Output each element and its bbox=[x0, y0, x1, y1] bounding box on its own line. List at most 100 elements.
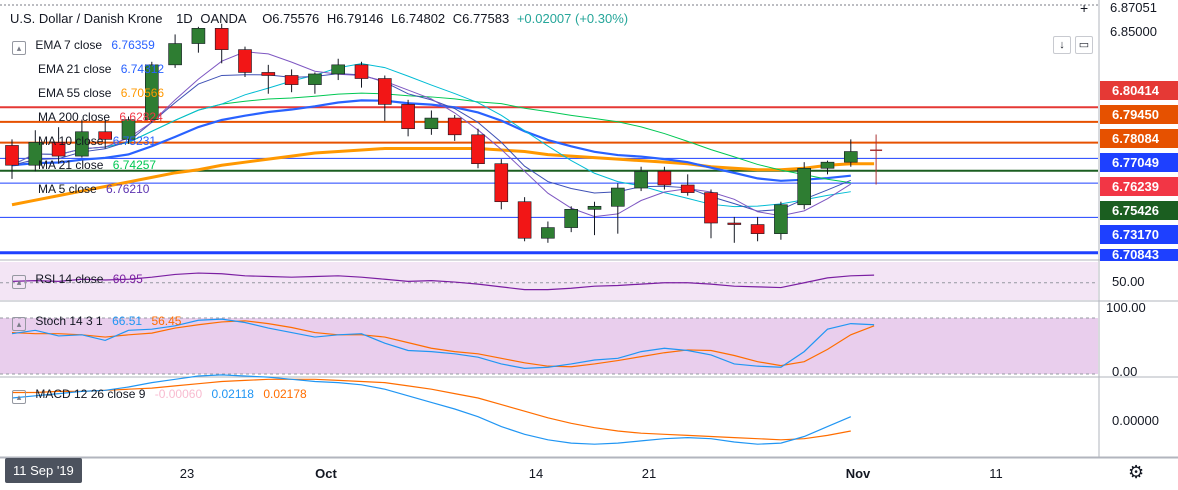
change-value: +0.02007 (+0.30%) bbox=[516, 11, 629, 26]
candle-body bbox=[564, 209, 579, 228]
collapse-pane-icon[interactable]: ▴ bbox=[12, 275, 26, 289]
arrow-down-icon[interactable]: ↓ bbox=[1053, 36, 1071, 54]
candle-body bbox=[168, 43, 182, 66]
ema55-line bbox=[11, 146, 875, 207]
legend-stoch[interactable]: ▴ Stoch 14 3 1 66.51 56.45 bbox=[12, 314, 181, 331]
candle-body bbox=[308, 73, 322, 85]
time-axis-label: 11 bbox=[989, 466, 1003, 481]
candle-body bbox=[680, 184, 695, 193]
legend-label: MACD 12 26 close 9 bbox=[35, 387, 146, 401]
legend-value-k: 66.51 bbox=[112, 314, 143, 328]
open-value: O6.75576 bbox=[262, 11, 320, 26]
rsi-pane-bg bbox=[0, 262, 1098, 300]
legend-value: 6.62824 bbox=[119, 110, 163, 124]
legend-value: 6.74312 bbox=[120, 62, 165, 76]
price-level-box: 6.76239 bbox=[1100, 177, 1178, 196]
legend-value: 6.74257 bbox=[112, 158, 157, 172]
legend-ma5[interactable]: MA 5 close 6.76210 bbox=[38, 182, 149, 196]
candle-body bbox=[191, 28, 206, 44]
legend-ema55[interactable]: EMA 55 close 6.70566 bbox=[38, 86, 164, 100]
legend-label: EMA 7 close bbox=[35, 38, 103, 52]
legend-value: 6.75231 bbox=[112, 134, 157, 148]
candle-body bbox=[331, 64, 346, 75]
candle-body bbox=[75, 131, 89, 157]
rsi-line bbox=[11, 272, 875, 291]
collapse-legend-icon[interactable]: ▴ bbox=[12, 41, 26, 55]
candle-body bbox=[774, 204, 788, 234]
legend-label: MA 200 close bbox=[38, 110, 111, 124]
legend-ma21[interactable]: MA 21 close 6.74257 bbox=[38, 158, 156, 172]
legend-ma200[interactable]: MA 200 close 6.62824 bbox=[38, 110, 163, 124]
candle-body bbox=[587, 205, 602, 210]
legend-label: MA 10 close bbox=[38, 134, 104, 148]
legend-label: RSI 14 close bbox=[35, 272, 104, 286]
candle-body bbox=[51, 142, 66, 157]
axis-top-label: 6.87051 bbox=[1110, 0, 1157, 15]
candle-body bbox=[610, 187, 625, 207]
candle-body bbox=[214, 28, 229, 50]
legend-rsi[interactable]: ▴ RSI 14 close 60.95 bbox=[12, 272, 143, 289]
legend-value-d: 56.45 bbox=[151, 314, 182, 328]
time-axis-label: 21 bbox=[641, 466, 657, 481]
stoch-axis-tick: 0.00 bbox=[1112, 364, 1138, 379]
candle-body bbox=[727, 222, 742, 225]
legend-label: MA 21 close bbox=[38, 158, 104, 172]
crosshair-date-badge: 11 Sep '19 bbox=[5, 458, 82, 483]
candle-body bbox=[98, 131, 112, 140]
candle-body bbox=[121, 119, 136, 140]
stoch-axis-tick: 100.00 bbox=[1106, 300, 1146, 315]
candle-body bbox=[447, 117, 462, 136]
candle-body bbox=[401, 104, 415, 130]
legend-ma10[interactable]: MA 10 close 6.75231 bbox=[38, 134, 156, 148]
symbol-title[interactable]: U.S. Dollar / Danish Krone bbox=[10, 11, 163, 26]
legend-label: EMA 55 close bbox=[38, 86, 112, 100]
price-level-box: 6.79450 bbox=[1100, 105, 1178, 124]
chart-header: U.S. Dollar / Danish Krone 1D OANDA O6.7… bbox=[10, 11, 632, 26]
legend-value-hist: -0.00060 bbox=[154, 387, 203, 401]
time-axis-label: Oct bbox=[315, 466, 337, 481]
legend-ema21[interactable]: EMA 21 close 6.74312 bbox=[38, 62, 164, 76]
candle-body bbox=[704, 192, 718, 224]
collapse-pane-icon[interactable]: ▴ bbox=[12, 390, 26, 404]
candle-body bbox=[634, 171, 648, 189]
source-label: OANDA bbox=[200, 11, 247, 26]
stoch-k-line bbox=[11, 318, 875, 370]
legend-macd[interactable]: ▴ MACD 12 26 close 9 -0.00060 0.02118 0.… bbox=[12, 387, 307, 404]
candle-body bbox=[424, 117, 439, 130]
price-level-box: 6.77049 bbox=[1100, 153, 1178, 172]
candle-body bbox=[820, 161, 835, 169]
time-axis-label: 14 bbox=[528, 466, 544, 481]
candle-body bbox=[843, 151, 858, 163]
high-value: H6.79146 bbox=[326, 11, 384, 26]
legend-value: 60.95 bbox=[112, 272, 143, 286]
interval-label[interactable]: 1D bbox=[176, 11, 193, 26]
candle-body bbox=[797, 167, 812, 206]
candle-body bbox=[261, 72, 276, 76]
collapse-pane-icon[interactable]: ▴ bbox=[12, 317, 26, 331]
gear-icon[interactable]: ⚙ bbox=[1128, 462, 1145, 482]
price-level-box: 6.75426 bbox=[1100, 201, 1178, 220]
macd-signal-line bbox=[12, 378, 851, 441]
price-level-box: 6.80414 bbox=[1100, 81, 1178, 100]
maximize-pane-icon[interactable]: ▭ bbox=[1075, 36, 1093, 54]
close-value: C6.77583 bbox=[452, 11, 510, 26]
time-axis-label: 23 bbox=[179, 466, 195, 481]
stoch-d-line bbox=[11, 320, 875, 368]
price-level-box: 6.70843 bbox=[1100, 249, 1178, 261]
crosshair-plus-icon[interactable]: + bbox=[1080, 0, 1089, 16]
ema21-line bbox=[11, 99, 851, 182]
legend-value: 6.70566 bbox=[120, 86, 165, 100]
legend-label: EMA 21 close bbox=[38, 62, 112, 76]
candle-body bbox=[471, 134, 485, 165]
candle-body bbox=[5, 145, 19, 166]
legend-value-signal: 0.02178 bbox=[263, 387, 307, 401]
legend-label: Stoch 14 3 1 bbox=[35, 314, 103, 328]
legend-value-macd: 0.02118 bbox=[211, 387, 254, 401]
candle-body bbox=[517, 201, 532, 239]
candle-body bbox=[284, 75, 299, 85]
price-level-box: 6.78084 bbox=[1100, 129, 1178, 148]
candle-body bbox=[657, 171, 672, 186]
legend-ema7[interactable]: ▴ EMA 7 close 6.76359 bbox=[12, 38, 155, 55]
legend-value: 6.76359 bbox=[111, 38, 155, 52]
